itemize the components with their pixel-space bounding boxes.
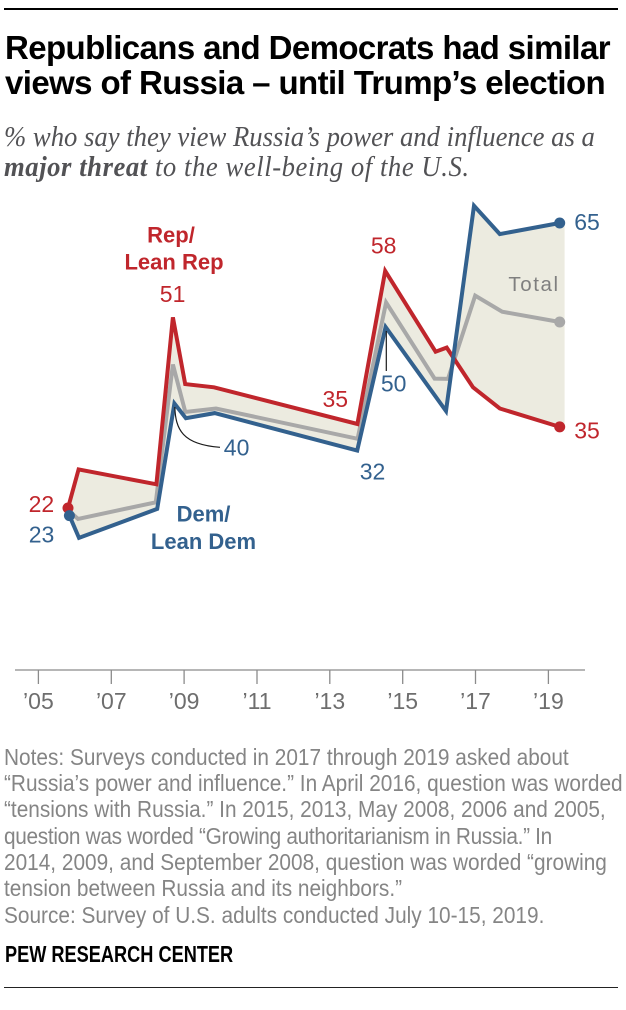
svg-text:40: 40 [224, 434, 250, 460]
svg-text:’09: ’09 [169, 688, 200, 714]
svg-text:35: 35 [323, 386, 349, 412]
svg-text:35: 35 [574, 418, 600, 444]
svg-text:Total: Total [508, 273, 559, 296]
svg-text:’07: ’07 [96, 688, 127, 714]
svg-text:Lean Dem: Lean Dem [151, 529, 256, 554]
svg-text:’15: ’15 [387, 688, 418, 714]
svg-text:22: 22 [29, 491, 55, 517]
svg-text:Lean Rep: Lean Rep [124, 250, 223, 275]
svg-text:58: 58 [371, 233, 397, 259]
svg-text:Dem/: Dem/ [177, 502, 231, 527]
svg-text:’17: ’17 [460, 688, 491, 714]
svg-text:’05: ’05 [23, 688, 54, 714]
svg-text:32: 32 [360, 459, 386, 485]
svg-text:51: 51 [160, 281, 186, 307]
svg-text:Rep/: Rep/ [147, 222, 195, 247]
svg-text:’19: ’19 [533, 688, 564, 714]
svg-text:’13: ’13 [314, 688, 345, 714]
svg-text:65: 65 [574, 209, 600, 235]
svg-text:50: 50 [381, 371, 407, 397]
svg-text:’11: ’11 [243, 688, 272, 714]
svg-text:23: 23 [29, 521, 55, 547]
